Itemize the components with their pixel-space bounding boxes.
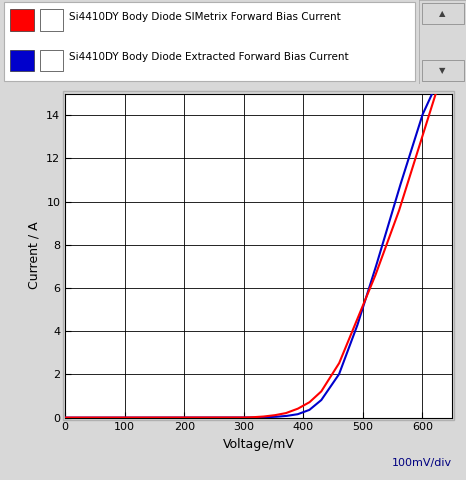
Text: Si4410DY Body Diode Extracted Forward Bias Current: Si4410DY Body Diode Extracted Forward Bi… [69,52,349,62]
Bar [40,9,63,31]
Text: ▼: ▼ [439,66,446,75]
Bar [11,9,34,31]
Y-axis label: Current / A: Current / A [27,222,41,289]
FancyBboxPatch shape [422,3,464,24]
Text: 100mV/div: 100mV/div [392,458,452,468]
FancyBboxPatch shape [4,2,415,81]
Text: ▲: ▲ [439,9,446,18]
Bar [40,49,63,72]
X-axis label: Voltage/mV: Voltage/mV [223,438,295,451]
Bar [11,49,34,72]
Text: Si4410DY Body Diode SIMetrix Forward Bias Current: Si4410DY Body Diode SIMetrix Forward Bia… [69,12,341,22]
FancyBboxPatch shape [422,60,464,81]
